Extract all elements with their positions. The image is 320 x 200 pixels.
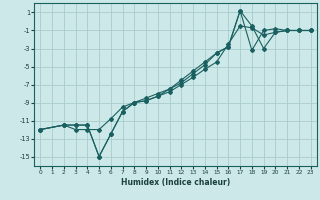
X-axis label: Humidex (Indice chaleur): Humidex (Indice chaleur) (121, 178, 230, 187)
